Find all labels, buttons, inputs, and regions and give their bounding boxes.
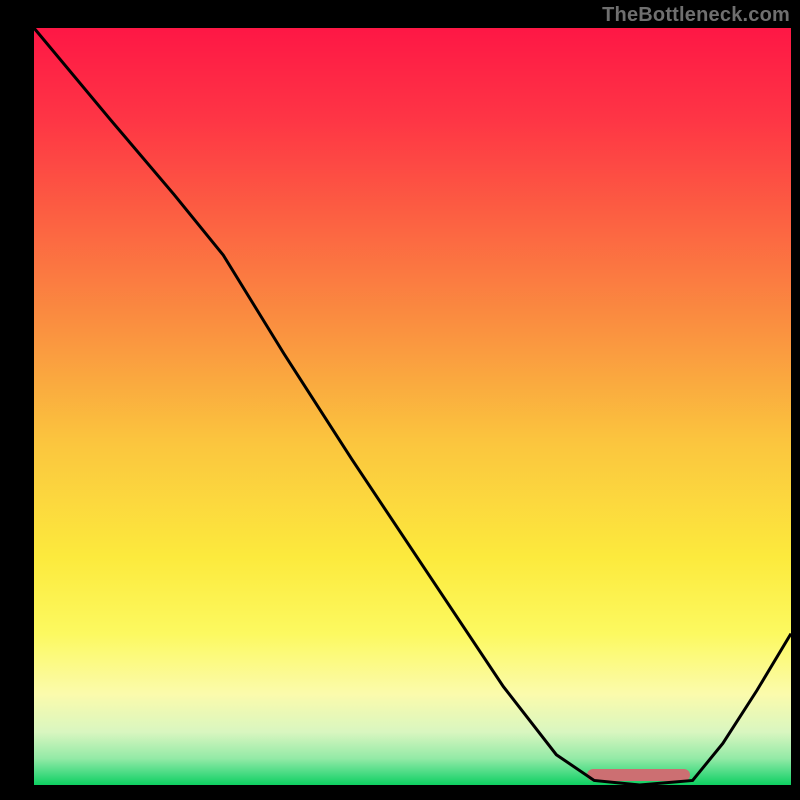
optimal-range-marker <box>587 769 690 781</box>
canvas: TheBottleneck.com <box>0 0 800 800</box>
watermark-text: TheBottleneck.com <box>602 4 790 27</box>
plot-area <box>34 28 791 785</box>
plot-background-gradient <box>34 28 791 785</box>
